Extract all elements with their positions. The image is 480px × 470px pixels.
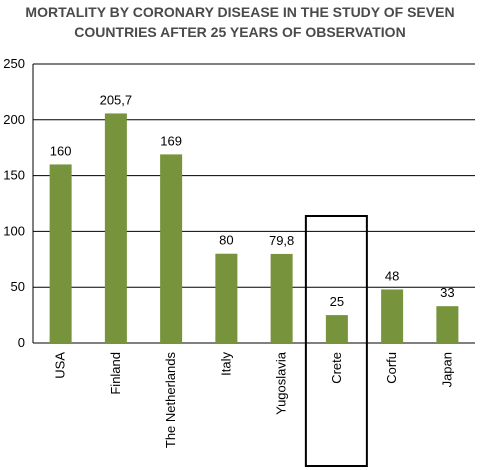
chart-title-line-1: MORTALITY BY CORONARY DISEASE IN THE STU… xyxy=(25,4,455,20)
data-label: 33 xyxy=(440,285,454,300)
y-tick-label: 150 xyxy=(3,168,25,183)
category-label: Yugoslavia xyxy=(274,351,289,415)
data-label: 79,8 xyxy=(269,233,294,248)
data-label: 160 xyxy=(50,143,72,158)
bar-crete xyxy=(325,315,348,343)
bar-japan xyxy=(436,306,459,343)
category-label: Corfu xyxy=(384,352,399,384)
category-label: The Netherlands xyxy=(163,352,178,449)
bar-corfu xyxy=(381,289,404,343)
highlight-box xyxy=(304,215,368,467)
category-label: Crete xyxy=(329,352,344,384)
data-label: 80 xyxy=(219,233,233,248)
y-tick-label: 250 xyxy=(3,56,25,71)
category-label: Japan xyxy=(439,352,454,387)
y-tick-label: 50 xyxy=(11,279,25,294)
bar-finland xyxy=(104,113,127,343)
bar-the-netherlands xyxy=(160,154,183,343)
category-label: USA xyxy=(53,352,68,379)
bar-yugoslavia xyxy=(270,253,293,343)
chart-title-line-2: COUNTRIES AFTER 25 YEARS OF OBSERVATION xyxy=(74,24,406,40)
y-tick-label: 200 xyxy=(3,112,25,127)
category-label: Finland xyxy=(108,352,123,395)
y-tick-label: 0 xyxy=(18,335,25,350)
bar-usa xyxy=(49,164,72,343)
y-tick-label: 100 xyxy=(3,223,25,238)
data-label: 169 xyxy=(160,133,182,148)
bar-italy xyxy=(215,253,238,343)
category-label: Italy xyxy=(218,352,233,376)
data-label: 205,7 xyxy=(100,92,133,107)
data-label: 25 xyxy=(330,294,344,309)
data-label: 48 xyxy=(385,268,399,283)
chart-title: MORTALITY BY CORONARY DISEASE IN THE STU… xyxy=(0,2,480,42)
